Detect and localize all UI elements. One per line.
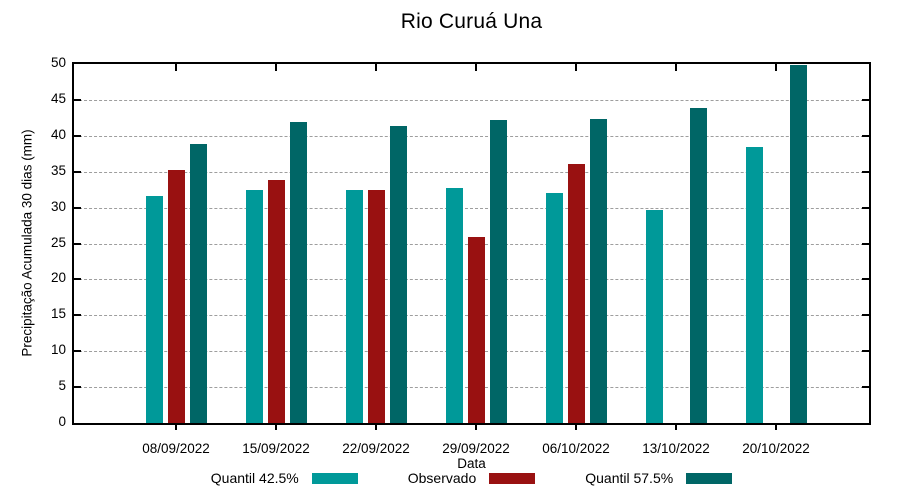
y-tick-label: 40 [50,126,66,142]
y-tick-mark [862,278,869,281]
y-tick-label: 45 [50,90,66,106]
bar [467,237,485,423]
x-tick-label: 22/09/2022 [342,441,410,456]
x-tick-label: 20/10/2022 [742,441,810,456]
y-tick-label: 35 [50,162,66,178]
y-tick-mark [74,206,81,209]
legend-swatch [489,472,536,484]
y-tick-label: 10 [50,342,66,358]
legend-swatch [686,472,733,484]
bar [489,120,507,423]
gridline [74,99,869,101]
x-tick-mark [775,425,777,430]
bar [445,187,463,423]
x-tick-label: 06/10/2022 [542,441,610,456]
y-tick-mark [74,350,81,353]
x-tick-mark [175,64,177,71]
legend-item: Quantil 57.5% [585,470,733,486]
y-tick-label: 5 [58,378,66,394]
x-tick-mark [775,64,777,71]
x-tick-mark [275,425,277,430]
legend-item: Observado [407,470,536,486]
bar [189,144,207,423]
y-tick-mark [862,350,869,353]
bar [689,107,707,423]
x-tick-mark [475,64,477,71]
y-tick-mark [74,314,81,317]
y-tick-mark [74,134,81,137]
y-tick-mark [862,314,869,317]
bar [267,179,285,423]
x-tick-mark [375,425,377,430]
x-tick-mark [575,425,577,430]
x-tick-mark [175,425,177,430]
legend-label: Quantil 42.5% [210,470,299,486]
x-tick-mark [675,64,677,71]
legend-label: Quantil 57.5% [585,470,674,486]
y-tick-mark [862,134,869,137]
bar [589,118,607,423]
x-tick-mark [275,64,277,71]
legend-swatch [311,472,358,484]
bar [345,190,363,423]
y-tick-label: 15 [50,306,66,322]
x-tick-mark [675,425,677,430]
gridline [74,171,869,173]
y-tick-mark [74,278,81,281]
x-tick-label: 29/09/2022 [442,441,510,456]
bar [545,192,563,423]
bar [245,190,263,423]
y-tick-mark [862,206,869,209]
x-tick-label: 13/10/2022 [642,441,710,456]
y-tick-mark [74,98,81,101]
y-tick-label: 20 [50,270,66,286]
bar [367,189,385,423]
x-axis-label: Data [457,456,486,471]
y-tick-mark [862,386,869,389]
bar [567,163,585,423]
x-tick-mark [475,425,477,430]
x-tick-label: 15/09/2022 [242,441,310,456]
plot-area [72,62,871,430]
y-tick-label: 50 [50,55,66,70]
x-tick-mark [575,64,577,71]
x-tick-label: 08/09/2022 [142,441,210,456]
legend-label: Observado [407,470,477,486]
bar [289,122,307,423]
legend: Quantil 42.5% Observado Quantil 57.5% [74,470,869,486]
bar [789,64,807,423]
x-tick-mark [375,64,377,71]
legend-item: Quantil 42.5% [211,470,358,486]
bar [145,196,163,423]
gridline [74,207,869,209]
y-tick-label: 0 [58,414,66,429]
y-tick-mark [74,242,81,245]
y-tick-mark [862,170,869,173]
y-tick-mark [862,242,869,245]
bar [745,146,763,423]
y-tick-label: 30 [50,198,66,214]
bar [645,209,663,423]
bar [167,169,185,423]
y-tick-mark [74,170,81,173]
chart-title: Rio Curuá Una [400,10,543,33]
y-tick-mark [862,98,869,101]
bar [389,125,407,423]
gridline [74,135,869,137]
y-tick-mark [74,386,81,389]
y-tick-label: 25 [50,234,66,250]
